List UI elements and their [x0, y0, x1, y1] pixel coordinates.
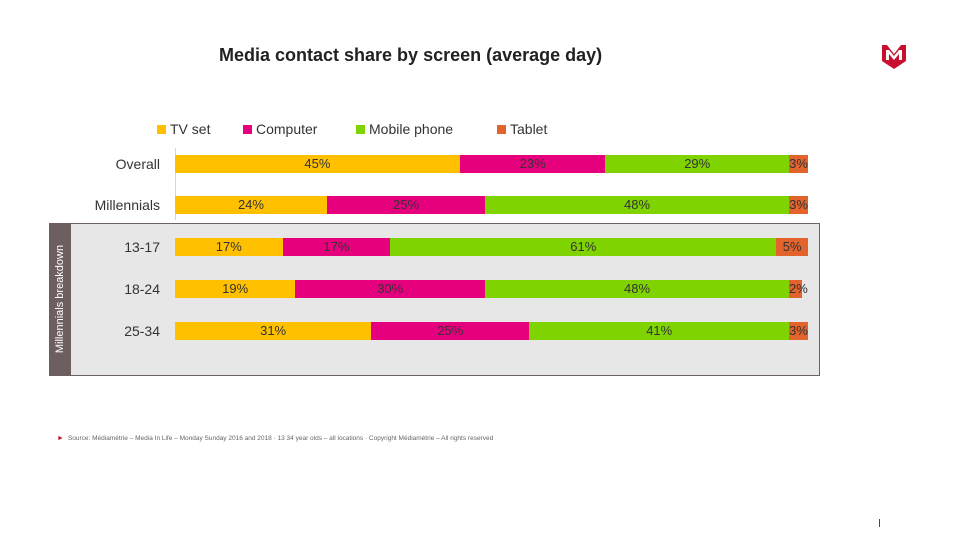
- source-text: Source: Médiamétrie – Media In Life – Mo…: [67, 435, 494, 442]
- legend-item: Mobile phone: [356, 121, 453, 137]
- data-label: 48%: [624, 281, 651, 296]
- data-label: 48%: [624, 197, 651, 212]
- bar-segment: [175, 155, 460, 173]
- data-label: 29%: [684, 156, 711, 171]
- page-marker: [879, 519, 880, 527]
- legend-item: TV set: [157, 121, 210, 137]
- legend-swatch: [243, 124, 252, 134]
- data-label: 3%: [789, 323, 808, 338]
- legend-swatch: [497, 124, 506, 134]
- data-label: 41%: [646, 323, 673, 338]
- data-label: 17%: [323, 239, 350, 254]
- legend-label: Mobile phone: [369, 121, 454, 137]
- category-label: 18-24: [124, 281, 160, 297]
- data-label: 61%: [570, 239, 597, 254]
- legend-swatch: [356, 124, 365, 134]
- legend-label: TV set: [170, 121, 211, 137]
- source-note: ► Source: Médiamétrie – Media In Life – …: [57, 435, 493, 442]
- bar-segment: [175, 322, 372, 340]
- data-label: 3%: [789, 197, 808, 212]
- bar-segment: [789, 155, 808, 173]
- legend-item: Tablet: [497, 121, 547, 137]
- bar-segment: [789, 322, 808, 340]
- bar-segment: [459, 155, 606, 173]
- bar-segment: [175, 280, 296, 298]
- data-label: 25%: [393, 197, 420, 212]
- legend-label: Computer: [256, 121, 318, 137]
- legend-label: Tablet: [510, 121, 548, 137]
- bar-segment: [529, 322, 789, 340]
- data-label: 17%: [215, 239, 242, 254]
- category-label: Overall: [115, 156, 160, 172]
- legend-item: Computer: [243, 121, 317, 137]
- bar-segment: [371, 322, 530, 340]
- bar-segment: [776, 238, 808, 256]
- data-label: 25%: [437, 323, 464, 338]
- bar-segment: [282, 238, 391, 256]
- bar-segment: [789, 196, 808, 214]
- data-label: 30%: [377, 281, 404, 296]
- data-label: 24%: [237, 197, 264, 212]
- category-label: 13-17: [124, 239, 160, 255]
- bar-segment: [390, 238, 777, 256]
- bar-segment: [485, 196, 789, 214]
- data-label: 19%: [222, 281, 249, 296]
- data-label: 3%: [789, 156, 808, 171]
- bullet-icon: ►: [57, 435, 64, 442]
- data-label: 31%: [260, 323, 287, 338]
- bar-segment: [295, 280, 486, 298]
- chart-title: Media contact share by screen (average d…: [219, 45, 603, 65]
- category-axis-line: [175, 148, 176, 220]
- category-label: 25-34: [124, 323, 160, 339]
- category-label: Millennials: [94, 197, 160, 213]
- data-label: 2%: [789, 281, 808, 296]
- mediametrie-logo-icon: [882, 45, 906, 69]
- data-label: 5%: [782, 239, 802, 254]
- bar-segment: [605, 155, 789, 173]
- legend-swatch: [157, 124, 166, 134]
- breakdown-side-band: [49, 223, 71, 376]
- bar-segment: [175, 238, 283, 256]
- bar-segment: [789, 280, 802, 298]
- bar-segment: [326, 196, 486, 214]
- bar-segment: [175, 196, 327, 214]
- bar-segment: [485, 280, 789, 298]
- data-label: 23%: [519, 156, 546, 171]
- data-label: 45%: [304, 156, 331, 171]
